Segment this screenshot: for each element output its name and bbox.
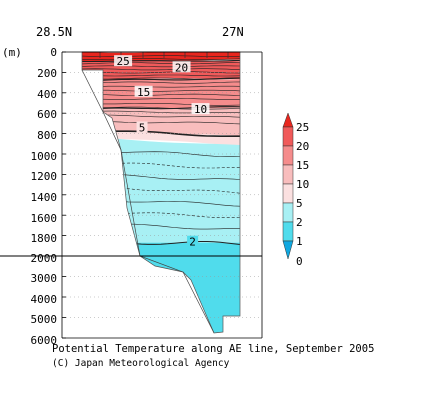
bottom-topography (81, 51, 241, 334)
colorbar-segment (282, 221, 294, 242)
isotherm (82, 59, 240, 63)
tick-label: 200 (37, 67, 57, 80)
colorbar-label: 1 (296, 235, 303, 248)
colorbar-segment (282, 145, 294, 166)
credit-line: (C) Japan Meteorological Agency (52, 358, 230, 369)
colorbar-label: 0 (296, 255, 303, 268)
isotherm (82, 81, 240, 84)
colorbar-segment (282, 202, 294, 223)
tick-label: 4000 (31, 293, 58, 306)
colorbar-segment (282, 164, 294, 185)
colorbar-segment (282, 183, 294, 204)
temperature-band (82, 107, 240, 136)
colorbar-label: 20 (296, 140, 309, 153)
tick-label: 1800 (31, 232, 58, 245)
isotherm (82, 65, 240, 68)
colorbar-bottom-arrow (282, 240, 294, 260)
contour-label-bg (187, 235, 199, 247)
isotherm (82, 106, 240, 110)
contour-label-bg (136, 121, 148, 133)
band-below-2 (82, 242, 240, 333)
isotherm (82, 89, 240, 92)
isotherm (82, 85, 240, 88)
isotherm (82, 93, 240, 96)
colorbar-top-arrow (282, 112, 294, 128)
tick-label: 1200 (31, 170, 58, 183)
isotherm (82, 103, 240, 106)
tick-label: 6000 (31, 334, 58, 347)
contour-label-bg (114, 55, 133, 67)
tick-label: 1400 (31, 191, 58, 204)
plot-frame (0, 51, 263, 339)
tick-label: 2000 (31, 252, 58, 265)
colorbar-label: 5 (296, 197, 303, 210)
tick-label: 3000 (31, 272, 58, 285)
depth-unit-label: (m) (2, 46, 22, 59)
tick-label: 600 (37, 108, 57, 121)
temperature-band (82, 128, 240, 147)
contour-label: 25 (116, 55, 129, 68)
chart-title: Potential Temperature along AE line, Sep… (52, 343, 374, 355)
contour-labels: 25 20 15 10 5 2 (114, 55, 210, 249)
contour-label: 2 (189, 236, 196, 249)
contour-label: 5 (139, 121, 146, 134)
tick-label: 0 (50, 46, 57, 59)
contour-label: 10 (194, 103, 207, 116)
tick-label: 1600 (31, 212, 58, 225)
isotherm (82, 58, 240, 60)
contour-label: 20 (175, 61, 188, 74)
slope-line (81, 69, 215, 334)
isotherm (82, 98, 240, 100)
isotherm (82, 114, 240, 118)
contour-label: 15 (137, 86, 150, 99)
colorbar-label: 10 (296, 178, 309, 191)
contour-label-bg (191, 103, 210, 115)
tick-label: 400 (37, 88, 57, 101)
latitude-label-left: 28.5N (36, 25, 72, 39)
lower-depth-axis: 3000 4000 5000 6000 (31, 272, 58, 347)
isotherm (82, 62, 240, 65)
colorbar-label: 15 (296, 159, 309, 172)
contour-label-bg (172, 61, 191, 73)
latitude-label-right: 27N (222, 25, 244, 39)
colorbar-label: 25 (296, 121, 309, 134)
tick-label: 5000 (31, 313, 58, 326)
isotherm (82, 71, 240, 74)
tick-label: 800 (37, 129, 57, 142)
isotherm (82, 77, 240, 82)
colorbar (282, 112, 294, 260)
colorbar-labels: 25 20 15 10 5 2 1 0 (296, 121, 309, 268)
contour-label-bg (134, 85, 153, 97)
isotherm (82, 74, 240, 77)
tick-label: 1000 (31, 150, 58, 163)
isotherm (82, 110, 240, 114)
isotherm (82, 106, 240, 110)
isotherm (82, 68, 240, 71)
colorbar-label: 2 (296, 216, 303, 229)
upper-depth-axis: 0 200 400 600 800 1000 1200 1400 1600 18… (31, 46, 58, 265)
isotherm (82, 55, 240, 57)
seafloor-outline (81, 51, 241, 334)
colorbar-segment (282, 126, 294, 147)
